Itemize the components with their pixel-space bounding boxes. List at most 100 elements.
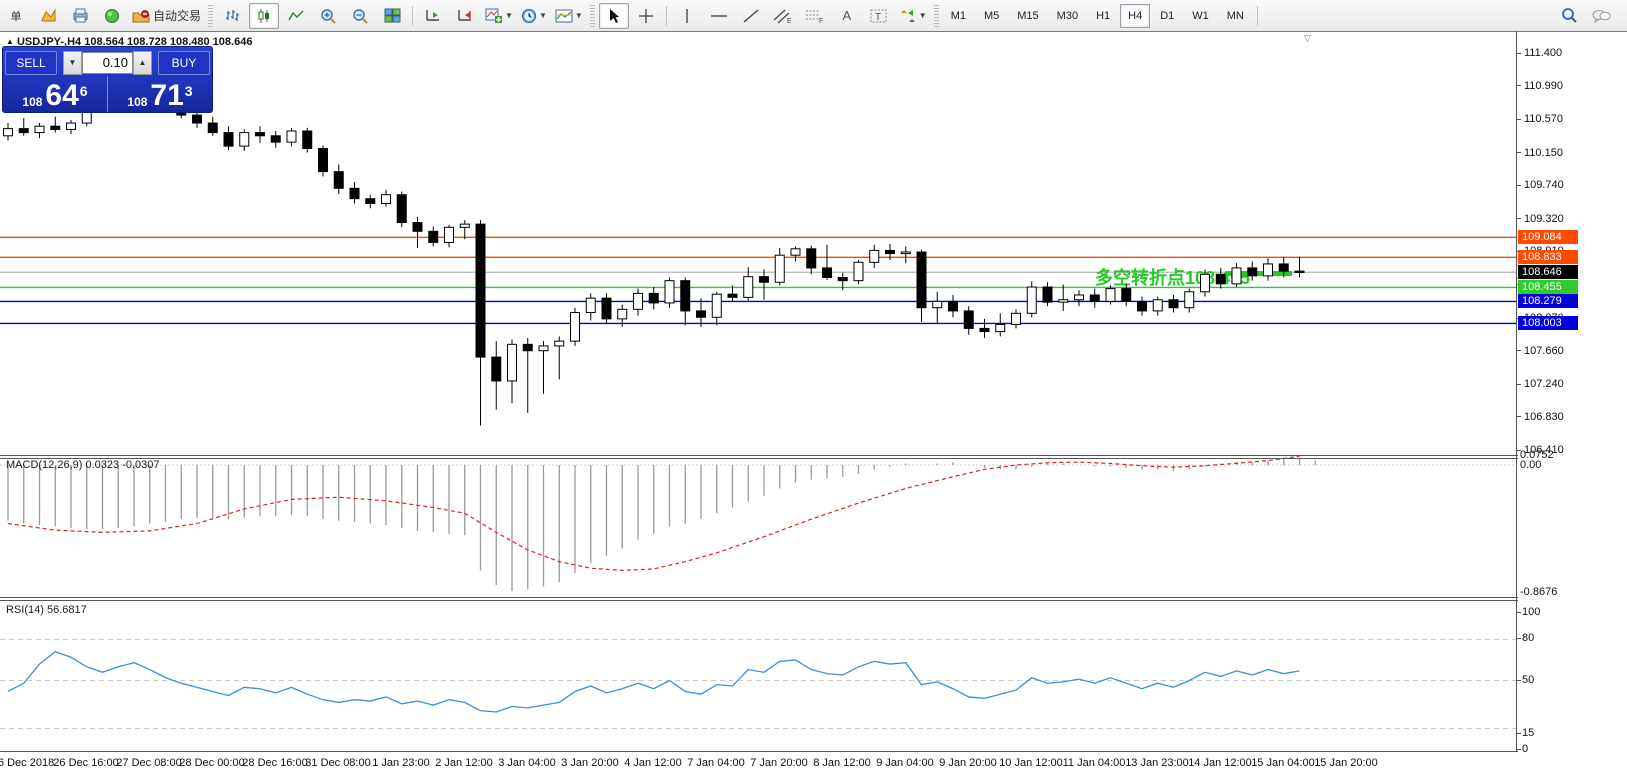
templates-button[interactable]: ▼ [552,3,586,29]
fibonacci-tool[interactable]: F [800,3,830,29]
price-tick-label: 106.830 [1524,410,1564,423]
timeframe-d1[interactable]: D1 [1160,9,1175,22]
timeframe-mn[interactable]: MN [1226,9,1244,22]
price-line-label: 108.279 [1518,294,1578,309]
price-line-label: 108.003 [1518,316,1578,331]
indicators-button[interactable]: ▼ [482,3,516,29]
sell-price[interactable]: 108 64 6 [3,76,108,112]
chart-shift-button[interactable] [450,3,480,29]
zoom-out-icon [352,8,368,24]
fibonacci-icon: F [805,10,823,24]
templates-dropdown-caret[interactable]: ▼ [574,11,583,20]
price-tick-label: 110.150 [1524,146,1563,159]
toolbar-separator [665,5,667,26]
macd-scale-label: 0.00 [1520,459,1542,471]
chat-button[interactable] [1586,3,1616,29]
crosshair-tool-button[interactable] [631,3,661,29]
lot-increase-button[interactable]: ▲ [133,50,152,75]
text-tool[interactable]: A [842,8,852,23]
price-tick-label: 107.660 [1524,344,1564,357]
tile-windows-button[interactable] [377,3,407,29]
periods-button[interactable]: ▼ [518,3,550,29]
line-chart-icon [288,10,304,21]
time-tick-label: 28 Dec 00:00 [179,757,245,769]
price-tick-label: 109.740 [1524,179,1564,192]
buy-button[interactable]: BUY [158,50,210,75]
time-tick-label: 26 Dec 2018 [0,757,55,769]
time-tick-label: 2 Jan 12:00 [435,757,493,769]
toolbar-drag-handle[interactable] [208,4,214,27]
time-tick-label: 11 Jan 04:00 [1062,757,1126,769]
new-chart-icon[interactable] [33,3,63,29]
chart-shift-marker-icon[interactable]: ▽ [1304,33,1311,43]
search-button[interactable] [1554,3,1584,29]
indicators-dropdown-caret[interactable]: ▼ [505,11,513,20]
chart-window-title: ▲ USDJPY-,H4 108.564 108.728 108.480 108… [6,36,252,48]
buy-price[interactable]: 108 71 3 [108,76,212,112]
auto-scroll-button[interactable] [418,3,448,29]
buy-price-big: 71 [150,79,184,112]
time-tick-label: 8 Jan 12:00 [813,757,871,769]
autotrading-label: 自动交易 [153,9,202,23]
cursor-tool-button[interactable] [598,2,629,29]
shapes-dropdown-caret[interactable]: ▼ [918,11,927,20]
chart-area[interactable]: 多空转折点108.455 [0,31,1627,779]
profiles-icon[interactable] [65,3,95,29]
rsi-scale-label: 15 [1522,727,1535,739]
time-tick-label: 14 Jan 12:00 [1188,757,1252,769]
candlestick-icon [258,8,270,23]
time-tick-label: 9 Jan 20:00 [939,757,997,769]
time-tick-label: 31 Dec 08:00 [305,757,371,769]
timeframe-m5[interactable]: M5 [983,9,1000,22]
bar-chart-type-button[interactable] [217,3,247,29]
zoom-out-button[interactable] [345,3,375,29]
time-tick-label: 3 Jan 04:00 [498,757,556,769]
chat-bubbles-icon [1592,9,1611,23]
price-line-label: 108.455 [1518,280,1578,295]
time-tick-label: 7 Jan 04:00 [687,757,745,769]
timeframe-m1[interactable]: M1 [950,9,966,22]
shapes-icon [900,9,915,22]
timeframe-h1[interactable]: H1 [1096,9,1111,22]
timeframe-m15[interactable]: M15 [1017,9,1039,22]
macd-scale-label: 0.0752 [1520,449,1554,461]
sell-button[interactable]: SELL [5,50,57,75]
time-tick-label: 15 Jan 20:00 [1314,757,1378,769]
trendline-tool[interactable] [736,3,766,29]
equidistant-channel-tool[interactable]: E [768,3,798,29]
market-watch-icon[interactable] [97,3,127,29]
autotrading-icon [132,9,150,22]
timeframe-w1[interactable]: W1 [1192,9,1209,22]
periods-dropdown-caret[interactable]: ▼ [538,11,547,20]
toolbar-drag-handle[interactable] [589,4,595,27]
collapse-marker-icon[interactable]: ▲ [6,37,14,46]
zoom-in-button[interactable] [313,3,343,29]
shapes-tool[interactable]: ▼ [896,3,930,29]
time-tick-label: 27 Dec 08:00 [116,757,182,769]
text-label-tool[interactable]: T [864,3,894,29]
lot-size-input[interactable]: 0.10 [82,51,133,74]
new-order-button[interactable]: 单 [10,10,22,23]
green-globe-icon [105,8,119,23]
price-tick-label: 109.320 [1524,212,1564,225]
candlestick-chart-type-button[interactable] [249,2,280,29]
buy-price-prefix: 108 [127,95,148,109]
vline-icon [686,8,688,23]
time-tick-label: 13 Jan 23:00 [1125,757,1189,769]
chart-yellow-icon [41,8,55,22]
toolbar: 单 自动交易 ▼ ▼ ▼ [0,0,1627,32]
timeframe-m30[interactable]: M30 [1056,9,1079,22]
toolbar-drag-handle[interactable] [933,4,939,27]
line-chart-type-button[interactable] [281,3,311,29]
chart-canvas: 多空转折点108.455 [0,31,1518,752]
autotrading-button[interactable]: 自动交易 [129,3,204,29]
time-tick-label: 7 Jan 20:00 [750,757,808,769]
horizontal-line-tool[interactable] [704,3,734,29]
svg-text:多空转折点108.455: 多空转折点108.455 [1095,267,1250,288]
rsi-scale-label: 80 [1522,632,1535,644]
lot-decrease-button[interactable]: ▼ [63,50,82,75]
one-click-trading-panel: SELL ▼ 0.10 ▲ BUY 108 64 6 108 71 3 [2,46,213,113]
timeframe-h4[interactable]: H4 [1120,3,1151,28]
vertical-line-tool[interactable] [672,3,702,29]
price-line-label: 108.833 [1518,250,1578,265]
